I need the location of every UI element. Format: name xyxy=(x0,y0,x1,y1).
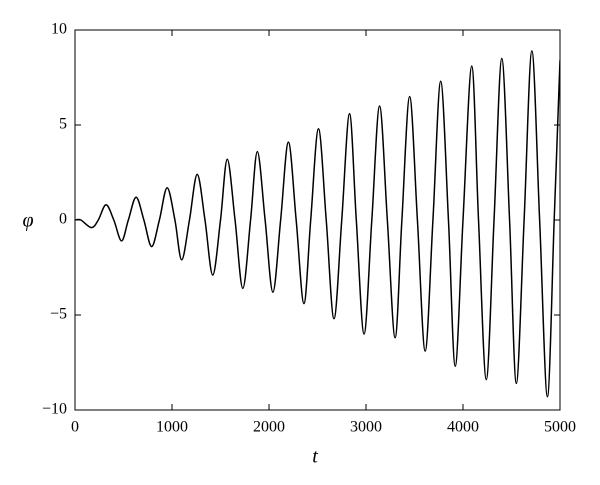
x-tick-label: 1000 xyxy=(156,419,188,436)
x-tick-label: 4000 xyxy=(447,419,479,436)
y-tick-label: 5 xyxy=(59,116,67,133)
plot-frame xyxy=(74,29,561,411)
x-tick-label: 2000 xyxy=(253,419,285,436)
x-tick-label: 5000 xyxy=(544,419,576,436)
y-tick-label: 0 xyxy=(59,211,67,228)
y-tick-label: −10 xyxy=(42,401,67,418)
y-tick-label: −5 xyxy=(50,306,67,323)
y-axis-label: φ xyxy=(22,210,33,232)
y-tick-label: 10 xyxy=(51,21,67,38)
line-series xyxy=(75,50,560,398)
x-tick-label: 0 xyxy=(71,419,79,436)
x-tick-label: 3000 xyxy=(350,419,382,436)
x-axis-label: t xyxy=(312,446,318,468)
